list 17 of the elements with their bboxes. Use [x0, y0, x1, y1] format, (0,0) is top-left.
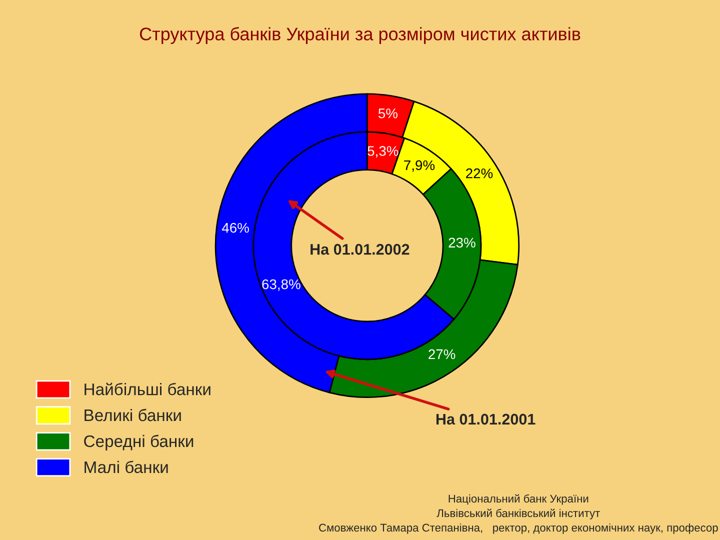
data-label: 46% — [222, 222, 249, 233]
data-label: 22% — [466, 168, 493, 178]
data-label: 7,9% — [404, 160, 435, 172]
legend-label: Великі банки — [84, 408, 181, 422]
legend-label: Малі банки — [84, 460, 168, 474]
legend-label: Найбільші банки — [84, 382, 210, 396]
chart-title: Структура банків України за розміром чистих активів — [140, 27, 580, 44]
legend-label: Середні банки — [84, 434, 194, 450]
slice-label: На 01.01.2001 — [436, 414, 536, 425]
text: Смовженко Тамара Степанівна, ректор, доктор економічних наук, професор — [319, 523, 718, 534]
text: Національний банк України — [448, 494, 588, 505]
data-label: 23% — [448, 238, 476, 248]
text: Львівський банківський інститут — [436, 508, 600, 520]
data-label: 27% — [428, 349, 456, 360]
data-label: 63,8% — [262, 279, 300, 291]
data-label: 5% — [378, 108, 398, 118]
slice-label: На 01.01.2002 — [310, 244, 410, 255]
